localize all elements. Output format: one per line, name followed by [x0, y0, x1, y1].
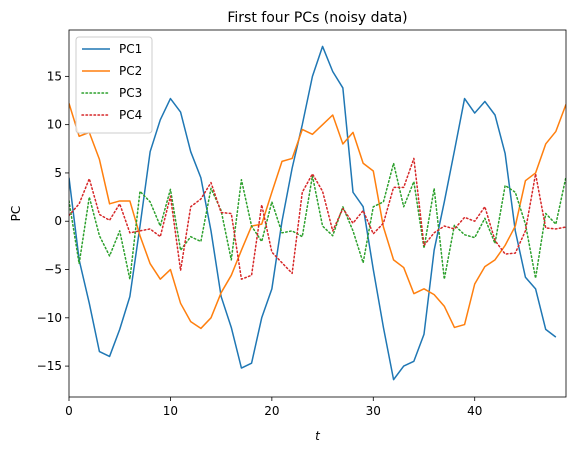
y-tick-label: 0 — [54, 214, 62, 228]
legend-box — [75, 36, 153, 134]
legend-label-pc2: PC2 — [119, 64, 142, 78]
x-tick-label: 0 — [65, 404, 73, 418]
x-axis-ticks: 0 10 20 30 40 — [65, 397, 482, 418]
y-tick-label: −10 — [37, 311, 62, 325]
legend-label-pc4: PC4 — [119, 108, 142, 122]
series-line-pc1 — [69, 45, 557, 381]
legend-label-pc3: PC3 — [119, 86, 142, 100]
x-tick-label: 40 — [467, 404, 482, 418]
y-tick-label: 10 — [47, 118, 62, 132]
y-axis-ticks: −15 −10 −5 0 5 10 15 — [37, 69, 69, 373]
series-lines — [69, 45, 566, 381]
x-axis-label: t — [315, 429, 321, 443]
legend: PC1 PC2 PC3 PC4 — [75, 36, 153, 134]
x-tick-label: 10 — [163, 404, 178, 418]
y-tick-label: −5 — [44, 263, 62, 277]
y-axis-label: PC — [9, 206, 23, 222]
chart-title: First four PCs (noisy data) — [227, 10, 407, 26]
y-tick-label: 15 — [47, 69, 62, 83]
y-tick-label: 5 — [54, 166, 62, 180]
x-tick-label: 30 — [366, 404, 381, 418]
series-line-pc2 — [69, 103, 566, 330]
x-tick-label: 20 — [264, 404, 279, 418]
y-tick-label: −15 — [37, 359, 62, 373]
legend-label-pc1: PC1 — [119, 42, 142, 56]
series-line-pc3 — [69, 162, 566, 280]
plot-frame — [68, 29, 567, 398]
series-line-pc4 — [69, 157, 566, 280]
